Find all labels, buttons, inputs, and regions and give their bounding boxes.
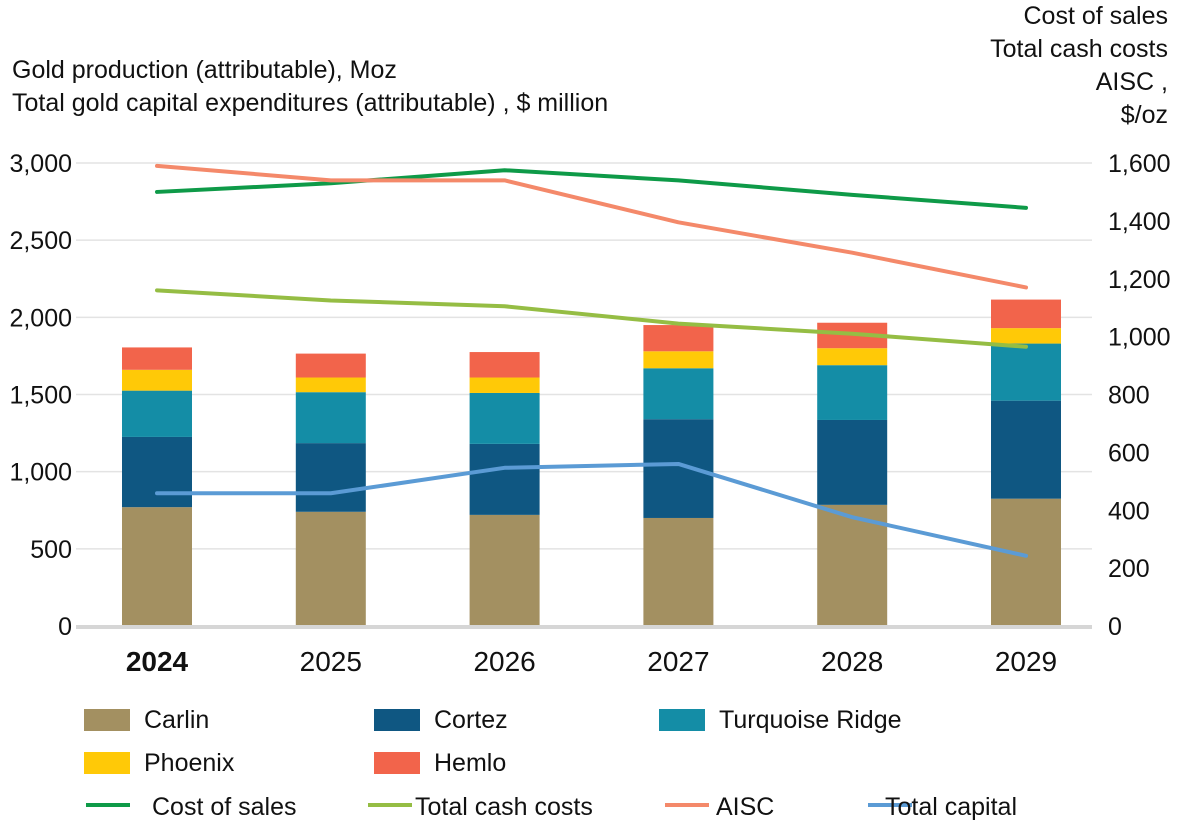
legend-label: Turquoise Ridge	[719, 706, 902, 734]
right-tick-label: 1,400	[1108, 208, 1171, 236]
right-tick-label: 200	[1108, 555, 1150, 583]
legend-item: AISC	[665, 793, 774, 821]
gridlines	[76, 162, 1092, 550]
legend-item: Phoenix	[84, 749, 235, 777]
legend-label: Total capital	[885, 793, 1017, 821]
right-axis-title: Cost of sales	[1023, 2, 1168, 30]
legend-label: Phoenix	[144, 749, 235, 777]
bar-hemlo	[643, 325, 714, 352]
legend-item: Total cash costs	[368, 793, 593, 821]
axes: 0 500 1,000 1,500 2,000 2,500 3,000 0 200 400 600 8…	[9, 150, 1170, 677]
bar-carlin	[469, 514, 540, 626]
legend-item: Turquoise Ridge	[659, 706, 902, 734]
left-axis-title: Total gold capital expenditures (attribu…	[12, 89, 608, 117]
legend-item: Hemlo	[374, 749, 506, 777]
left-axis-title: Gold production (attributable), Moz	[12, 56, 397, 84]
bar-phoenix	[122, 369, 192, 391]
bar-cortez	[643, 419, 714, 518]
bar-cortez	[991, 400, 1061, 499]
bar-turquoise-ridge	[991, 343, 1061, 401]
bar-turquoise-ridge	[817, 365, 888, 420]
bar-phoenix	[643, 351, 714, 369]
axis-titles: Gold production (attributable), Moz Total…	[12, 2, 1168, 129]
legend-label: Carlin	[144, 706, 209, 734]
line-cost-of-sales	[155, 168, 1028, 210]
bar-phoenix	[469, 377, 540, 393]
bars	[122, 299, 1061, 626]
bar-carlin	[643, 517, 714, 626]
bar-turquoise-ridge	[122, 390, 192, 437]
right-tick-label: 600	[1108, 439, 1150, 467]
bar-turquoise-ridge	[643, 368, 714, 420]
left-tick-label: 500	[30, 536, 72, 564]
bar-hemlo	[991, 299, 1061, 329]
x-tick-label: 2029	[995, 646, 1057, 677]
bar-phoenix	[295, 377, 366, 393]
bar-cortez	[469, 443, 540, 515]
bar-turquoise-ridge	[469, 392, 540, 444]
bar-hemlo	[469, 352, 540, 378]
legend-label: Cortez	[434, 706, 508, 734]
line-total-cash-costs	[155, 288, 1028, 349]
right-axis-title: Total cash costs	[990, 35, 1168, 63]
bar-cortez	[295, 443, 366, 512]
lines	[155, 163, 1028, 558]
bar-turquoise-ridge	[295, 392, 366, 444]
bar-phoenix	[817, 348, 888, 366]
left-tick-label: 3,000	[9, 150, 72, 178]
bar-carlin	[122, 507, 192, 626]
bar-hemlo	[295, 353, 366, 378]
right-tick-label: 1,000	[1108, 324, 1171, 352]
left-tick-label: 2,000	[9, 304, 72, 332]
right-tick-label: 1,600	[1108, 150, 1171, 178]
x-tick-label: 2025	[300, 646, 362, 677]
x-tick-label: 2027	[647, 646, 709, 677]
bar-carlin	[295, 511, 366, 626]
left-tick-label: 2,500	[9, 227, 72, 255]
right-axis-title: AISC ,	[1096, 68, 1168, 96]
right-axis-title: $/oz	[1121, 101, 1168, 129]
legend-label: Total cash costs	[415, 793, 593, 821]
right-tick-label: 1,200	[1108, 266, 1171, 294]
bar-phoenix	[991, 328, 1061, 344]
legend-label: AISC	[716, 793, 774, 821]
bar-cortez	[817, 419, 888, 505]
left-tick-label: 0	[58, 613, 72, 641]
legend-swatch	[374, 709, 420, 731]
legend-item: Carlin	[84, 706, 209, 734]
bar-hemlo	[122, 347, 192, 370]
legend-item: Total capital	[868, 793, 1017, 821]
left-tick-label: 1,000	[9, 459, 72, 487]
left-tick-label: 1,500	[9, 382, 72, 410]
line-aisc	[155, 163, 1028, 290]
legend-swatch	[374, 752, 420, 774]
right-tick-label: 0	[1108, 613, 1122, 641]
right-tick-label: 800	[1108, 382, 1150, 410]
bar-carlin	[991, 498, 1061, 626]
legend: Carlin Cortez Turquoise Ridge Phoenix Hemlo C…	[84, 706, 1017, 821]
line-total-capital	[155, 461, 1028, 558]
legend-label: Cost of sales	[152, 793, 297, 821]
legend-swatch	[84, 709, 130, 731]
x-tick-label: 2028	[821, 646, 883, 677]
legend-item: Cost of sales	[86, 793, 297, 821]
right-tick-label: 400	[1108, 497, 1150, 525]
x-tick-label: 2024	[126, 646, 189, 677]
legend-label: Hemlo	[434, 749, 506, 777]
legend-item: Cortez	[374, 706, 508, 734]
bar-cortez	[122, 436, 192, 508]
legend-swatch	[659, 709, 705, 731]
bar-carlin	[817, 504, 888, 626]
legend-swatch	[84, 752, 130, 774]
x-tick-label: 2026	[473, 646, 535, 677]
